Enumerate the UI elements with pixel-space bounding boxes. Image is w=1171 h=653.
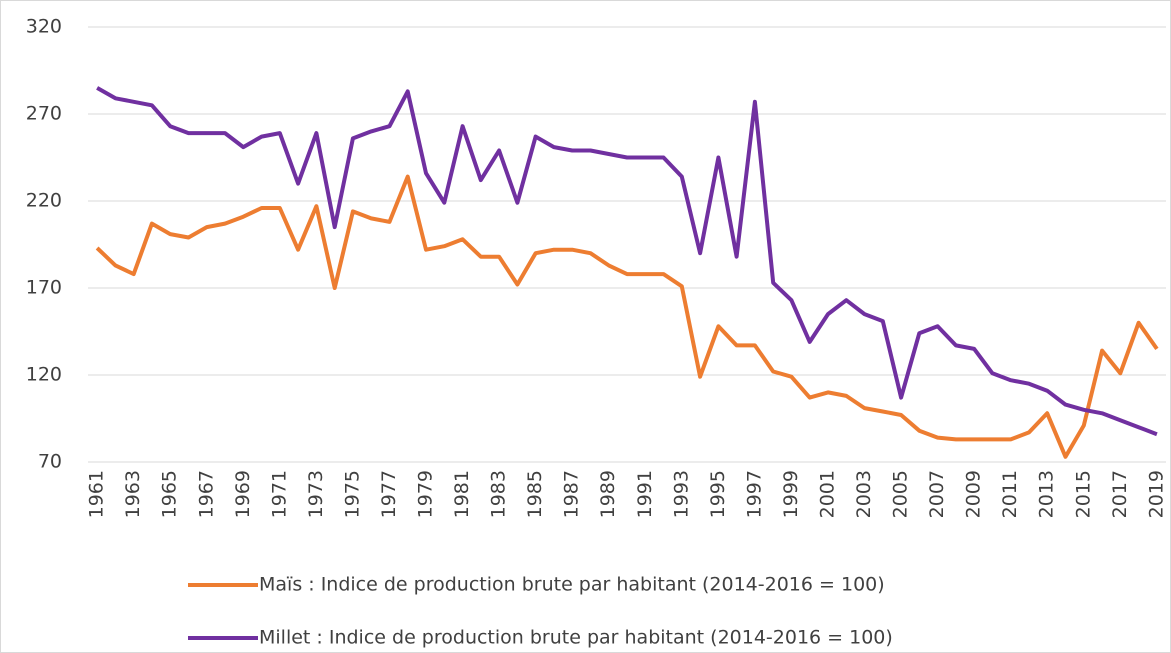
x-tick-label: 1967	[195, 470, 217, 518]
x-tick-label: 1981	[451, 470, 473, 518]
x-tick-label: 1999	[780, 470, 802, 518]
x-tick-label: 2001	[816, 470, 838, 518]
x-tick-label: 1993	[670, 470, 692, 518]
y-tick-label: 70	[38, 451, 62, 473]
x-tick-label: 1973	[305, 470, 327, 518]
x-tick-label: 1983	[488, 470, 510, 518]
x-tick-label: 2019	[1145, 470, 1167, 518]
x-tick-label: 1985	[524, 470, 546, 518]
x-tick-label: 1987	[561, 470, 583, 518]
x-tick-label: 1961	[86, 470, 108, 518]
x-tick-label: 2003	[853, 470, 875, 518]
y-tick-label: 120	[26, 364, 62, 386]
y-tick-label: 320	[26, 16, 62, 38]
x-tick-label: 2007	[926, 470, 948, 518]
x-tick-label: 1969	[232, 470, 254, 518]
x-tick-label: 1965	[159, 470, 181, 518]
x-tick-label: 2005	[890, 470, 912, 518]
x-tick-label: 1997	[743, 470, 765, 518]
x-tick-label: 2013	[1036, 470, 1058, 518]
x-tick-label: 1995	[707, 470, 729, 518]
y-tick-label: 270	[26, 103, 62, 125]
x-tick-label: 2011	[999, 470, 1021, 518]
series-line	[96, 86, 1158, 437]
x-tick-label: 1991	[634, 470, 656, 518]
series-line	[95, 174, 1159, 459]
x-tick-label: 1977	[378, 470, 400, 518]
x-tick-label: 2015	[1072, 470, 1094, 518]
y-tick-label: 170	[26, 277, 62, 299]
x-tick-label: 2009	[963, 470, 985, 518]
x-tick-label: 1979	[415, 470, 437, 518]
x-tick-label: 1989	[597, 470, 619, 518]
x-tick-label: 2017	[1109, 470, 1131, 518]
x-tick-label: 1971	[268, 470, 290, 518]
legend-label: Maïs : Indice de production brute par ha…	[259, 574, 885, 596]
x-tick-label: 1975	[341, 470, 363, 518]
x-tick-label: 1963	[122, 470, 144, 518]
legend-label: Millet : Indice de production brute par …	[259, 627, 893, 649]
y-tick-label: 220	[26, 190, 62, 212]
